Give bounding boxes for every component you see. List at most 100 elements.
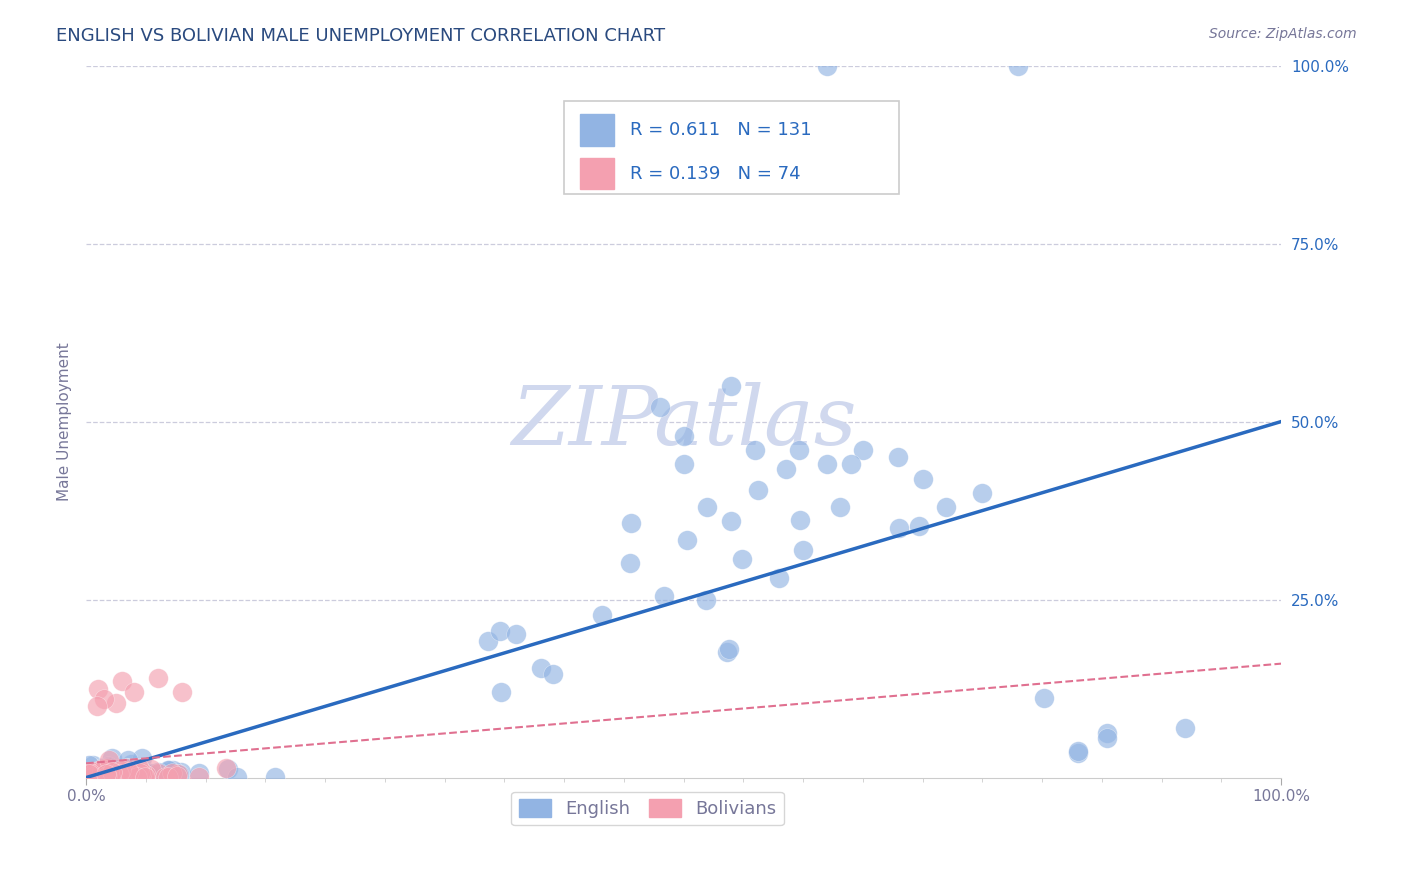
Point xyxy=(157,763,180,777)
Point xyxy=(141,768,163,782)
Point xyxy=(1095,731,1118,745)
Point xyxy=(214,761,236,775)
Point xyxy=(91,764,114,778)
Point xyxy=(118,761,141,775)
Point xyxy=(720,514,742,528)
Text: R = 0.139   N = 74: R = 0.139 N = 74 xyxy=(630,164,800,183)
Legend: English, Bolivians: English, Bolivians xyxy=(512,792,785,825)
Point xyxy=(97,759,120,773)
Point xyxy=(114,765,136,780)
Point xyxy=(1174,721,1197,735)
Point xyxy=(217,763,239,777)
Point xyxy=(134,771,156,785)
Point xyxy=(717,642,740,657)
Point xyxy=(1095,726,1118,740)
Point xyxy=(90,761,112,775)
Point xyxy=(108,767,131,781)
Point xyxy=(505,627,527,641)
Point xyxy=(93,767,115,781)
FancyBboxPatch shape xyxy=(579,158,614,189)
Point xyxy=(131,750,153,764)
Point xyxy=(131,766,153,780)
Point xyxy=(139,766,162,780)
Point xyxy=(125,770,148,784)
Point xyxy=(166,769,188,783)
Point xyxy=(114,768,136,782)
Point xyxy=(132,767,155,781)
Point xyxy=(101,767,124,781)
Point xyxy=(731,552,754,566)
Point xyxy=(768,571,790,585)
Point xyxy=(125,763,148,777)
Point xyxy=(79,765,101,780)
Point xyxy=(170,685,193,699)
Point xyxy=(188,765,211,780)
Point xyxy=(155,770,177,784)
Text: R = 0.611   N = 131: R = 0.611 N = 131 xyxy=(630,121,811,139)
Point xyxy=(887,521,910,535)
Point xyxy=(127,764,149,779)
Point xyxy=(80,769,103,783)
Point xyxy=(77,758,100,772)
Point xyxy=(1067,744,1090,758)
Point xyxy=(135,768,157,782)
Point xyxy=(90,764,112,779)
Point xyxy=(124,769,146,783)
Point xyxy=(79,768,101,782)
Point xyxy=(108,764,131,779)
Point xyxy=(852,443,875,458)
Point xyxy=(96,761,118,775)
Point xyxy=(104,696,127,710)
Point xyxy=(103,764,125,779)
Point xyxy=(100,770,122,784)
Point xyxy=(111,770,134,784)
Point xyxy=(80,766,103,780)
Point xyxy=(1007,59,1029,73)
Point xyxy=(115,769,138,783)
Point xyxy=(1033,691,1056,706)
Point xyxy=(107,770,129,784)
Point xyxy=(887,450,910,464)
Point xyxy=(131,764,153,779)
Point xyxy=(101,751,124,765)
Point xyxy=(91,762,114,776)
Point xyxy=(79,765,101,780)
Point xyxy=(84,765,107,780)
Point xyxy=(167,767,190,781)
Text: ZIPatlas: ZIPatlas xyxy=(510,382,856,461)
Point xyxy=(90,768,112,782)
Point xyxy=(620,516,643,530)
Point xyxy=(815,59,838,73)
Point xyxy=(104,762,127,776)
Point xyxy=(132,771,155,785)
Point xyxy=(972,485,994,500)
Point xyxy=(90,769,112,783)
Point xyxy=(112,764,135,778)
Point xyxy=(77,766,100,780)
FancyBboxPatch shape xyxy=(564,101,898,194)
Point xyxy=(94,767,117,781)
Point xyxy=(84,770,107,784)
Point xyxy=(148,767,170,781)
Point xyxy=(747,483,769,498)
Point xyxy=(166,766,188,780)
Point xyxy=(225,771,247,785)
Point xyxy=(128,761,150,775)
Point xyxy=(90,769,112,783)
Point xyxy=(530,661,553,675)
Point xyxy=(83,766,105,780)
Point xyxy=(122,767,145,781)
Point xyxy=(96,763,118,777)
Point xyxy=(120,757,142,772)
Point xyxy=(122,766,145,780)
Point xyxy=(263,770,285,784)
Point xyxy=(128,766,150,780)
Point xyxy=(98,769,121,783)
Point xyxy=(720,379,742,393)
Point xyxy=(491,685,513,699)
Point xyxy=(789,513,811,527)
Point xyxy=(121,770,143,784)
Point xyxy=(716,645,738,659)
Point xyxy=(122,685,145,699)
Point xyxy=(695,593,717,607)
